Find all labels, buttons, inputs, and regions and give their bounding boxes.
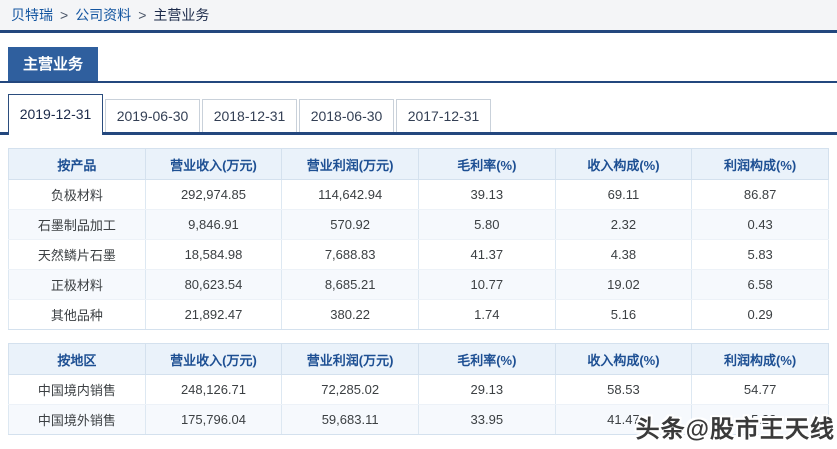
cell-value: 39.13 (417, 179, 556, 210)
breadcrumb-current: 主营业务 (153, 7, 210, 23)
table-row: 正极材料 80,623.54 8,685.21 10.77 19.02 6.58 (8, 269, 829, 300)
breadcrumb-separator: > (138, 7, 147, 23)
tab-2019-12-31[interactable]: 2019-12-31 (8, 94, 103, 135)
cell-value: 114,642.94 (281, 179, 419, 210)
cell-value: 86.87 (691, 179, 829, 210)
table-row: 天然鳞片石墨 18,584.98 7,688.83 41.37 4.38 5.83 (8, 239, 829, 270)
table-row: 石墨制品加工 9,846.91 570.92 5.80 2.32 0.43 (8, 209, 829, 240)
table-header-row: 按产品 营业收入(万元) 营业利润(万元) 毛利率(%) 收入构成(%) 利润构成(%) (8, 148, 829, 180)
cell-value: 380.22 (281, 299, 419, 330)
column-header: 收入构成(%) (554, 148, 693, 180)
cell-value: 6.58 (691, 269, 829, 300)
date-tabs: 2019-12-31 2019-06-30 2018-12-31 2018-06… (0, 94, 837, 135)
page-title: 主营业务 (8, 47, 99, 81)
cell-value: 72,285.02 (281, 374, 419, 405)
column-header: 利润构成(%) (691, 343, 829, 375)
column-header: 按产品 (8, 148, 146, 180)
tab-2019-06-30[interactable]: 2019-06-30 (105, 99, 200, 132)
row-label: 负极材料 (8, 179, 146, 210)
table-row: 中国境外销售 175,796.04 59,683.11 33.95 41.47 45.23 (8, 404, 829, 435)
column-header: 毛利率(%) (417, 148, 556, 180)
cell-value: 69.11 (554, 179, 693, 210)
breadcrumb-link-profile[interactable]: 公司资料 (75, 7, 132, 23)
cell-value: 58.53 (554, 374, 693, 405)
cell-value: 59,683.11 (281, 404, 419, 435)
tab-2017-12-31[interactable]: 2017-12-31 (396, 99, 491, 132)
cell-value: 0.43 (691, 209, 829, 240)
cell-value: 0.29 (691, 299, 829, 330)
cell-value: 5.16 (554, 299, 693, 330)
breadcrumb: 贝特瑞 > 公司资料 > 主营业务 (0, 0, 837, 33)
column-header: 按地区 (8, 343, 146, 375)
cell-value: 10.77 (417, 269, 556, 300)
cell-value: 9,846.91 (144, 209, 283, 240)
cell-value: 21,892.47 (144, 299, 283, 330)
cell-value: 45.23 (691, 404, 829, 435)
cell-value: 41.37 (417, 239, 556, 270)
cell-value: 5.83 (691, 239, 829, 270)
by-region-table: 按地区 营业收入(万元) 营业利润(万元) 毛利率(%) 收入构成(%) 利润构成(%) … (8, 343, 829, 435)
column-header: 营业收入(万元) (144, 343, 283, 375)
column-header: 毛利率(%) (417, 343, 556, 375)
tab-2018-12-31[interactable]: 2018-12-31 (202, 99, 297, 132)
row-label: 石墨制品加工 (8, 209, 146, 240)
breadcrumb-separator: > (60, 7, 69, 23)
cell-value: 175,796.04 (144, 404, 283, 435)
table-header-row: 按地区 营业收入(万元) 营业利润(万元) 毛利率(%) 收入构成(%) 利润构成(%) (8, 343, 829, 375)
cell-value: 570.92 (281, 209, 419, 240)
column-header: 利润构成(%) (691, 148, 829, 180)
cell-value: 1.74 (417, 299, 556, 330)
row-label: 天然鳞片石墨 (8, 239, 146, 270)
cell-value: 248,126.71 (144, 374, 283, 405)
column-header: 营业利润(万元) (281, 343, 419, 375)
row-label: 正极材料 (8, 269, 146, 300)
row-label: 中国境内销售 (8, 374, 146, 405)
by-product-table: 按产品 营业收入(万元) 营业利润(万元) 毛利率(%) 收入构成(%) 利润构成(%) … (8, 148, 829, 330)
cell-value: 29.13 (417, 374, 556, 405)
table-row: 其他品种 21,892.47 380.22 1.74 5.16 0.29 (8, 299, 829, 330)
cell-value: 33.95 (417, 404, 556, 435)
cell-value: 2.32 (554, 209, 693, 240)
table-row: 负极材料 292,974.85 114,642.94 39.13 69.11 86.87 (8, 179, 829, 210)
row-label: 中国境外销售 (8, 404, 146, 435)
cell-value: 8,685.21 (281, 269, 419, 300)
cell-value: 80,623.54 (144, 269, 283, 300)
breadcrumb-link-company[interactable]: 贝特瑞 (11, 7, 53, 23)
title-bar: 主营业务 (0, 47, 837, 83)
tab-2018-06-30[interactable]: 2018-06-30 (299, 99, 394, 132)
column-header: 收入构成(%) (554, 343, 693, 375)
cell-value: 5.80 (417, 209, 556, 240)
cell-value: 41.47 (554, 404, 693, 435)
cell-value: 54.77 (691, 374, 829, 405)
cell-value: 19.02 (554, 269, 693, 300)
cell-value: 4.38 (554, 239, 693, 270)
table-row: 中国境内销售 248,126.71 72,285.02 29.13 58.53 54.77 (8, 374, 829, 405)
cell-value: 18,584.98 (144, 239, 283, 270)
row-label: 其他品种 (8, 299, 146, 330)
cell-value: 292,974.85 (144, 179, 283, 210)
cell-value: 7,688.83 (281, 239, 419, 270)
column-header: 营业利润(万元) (281, 148, 419, 180)
column-header: 营业收入(万元) (144, 148, 283, 180)
